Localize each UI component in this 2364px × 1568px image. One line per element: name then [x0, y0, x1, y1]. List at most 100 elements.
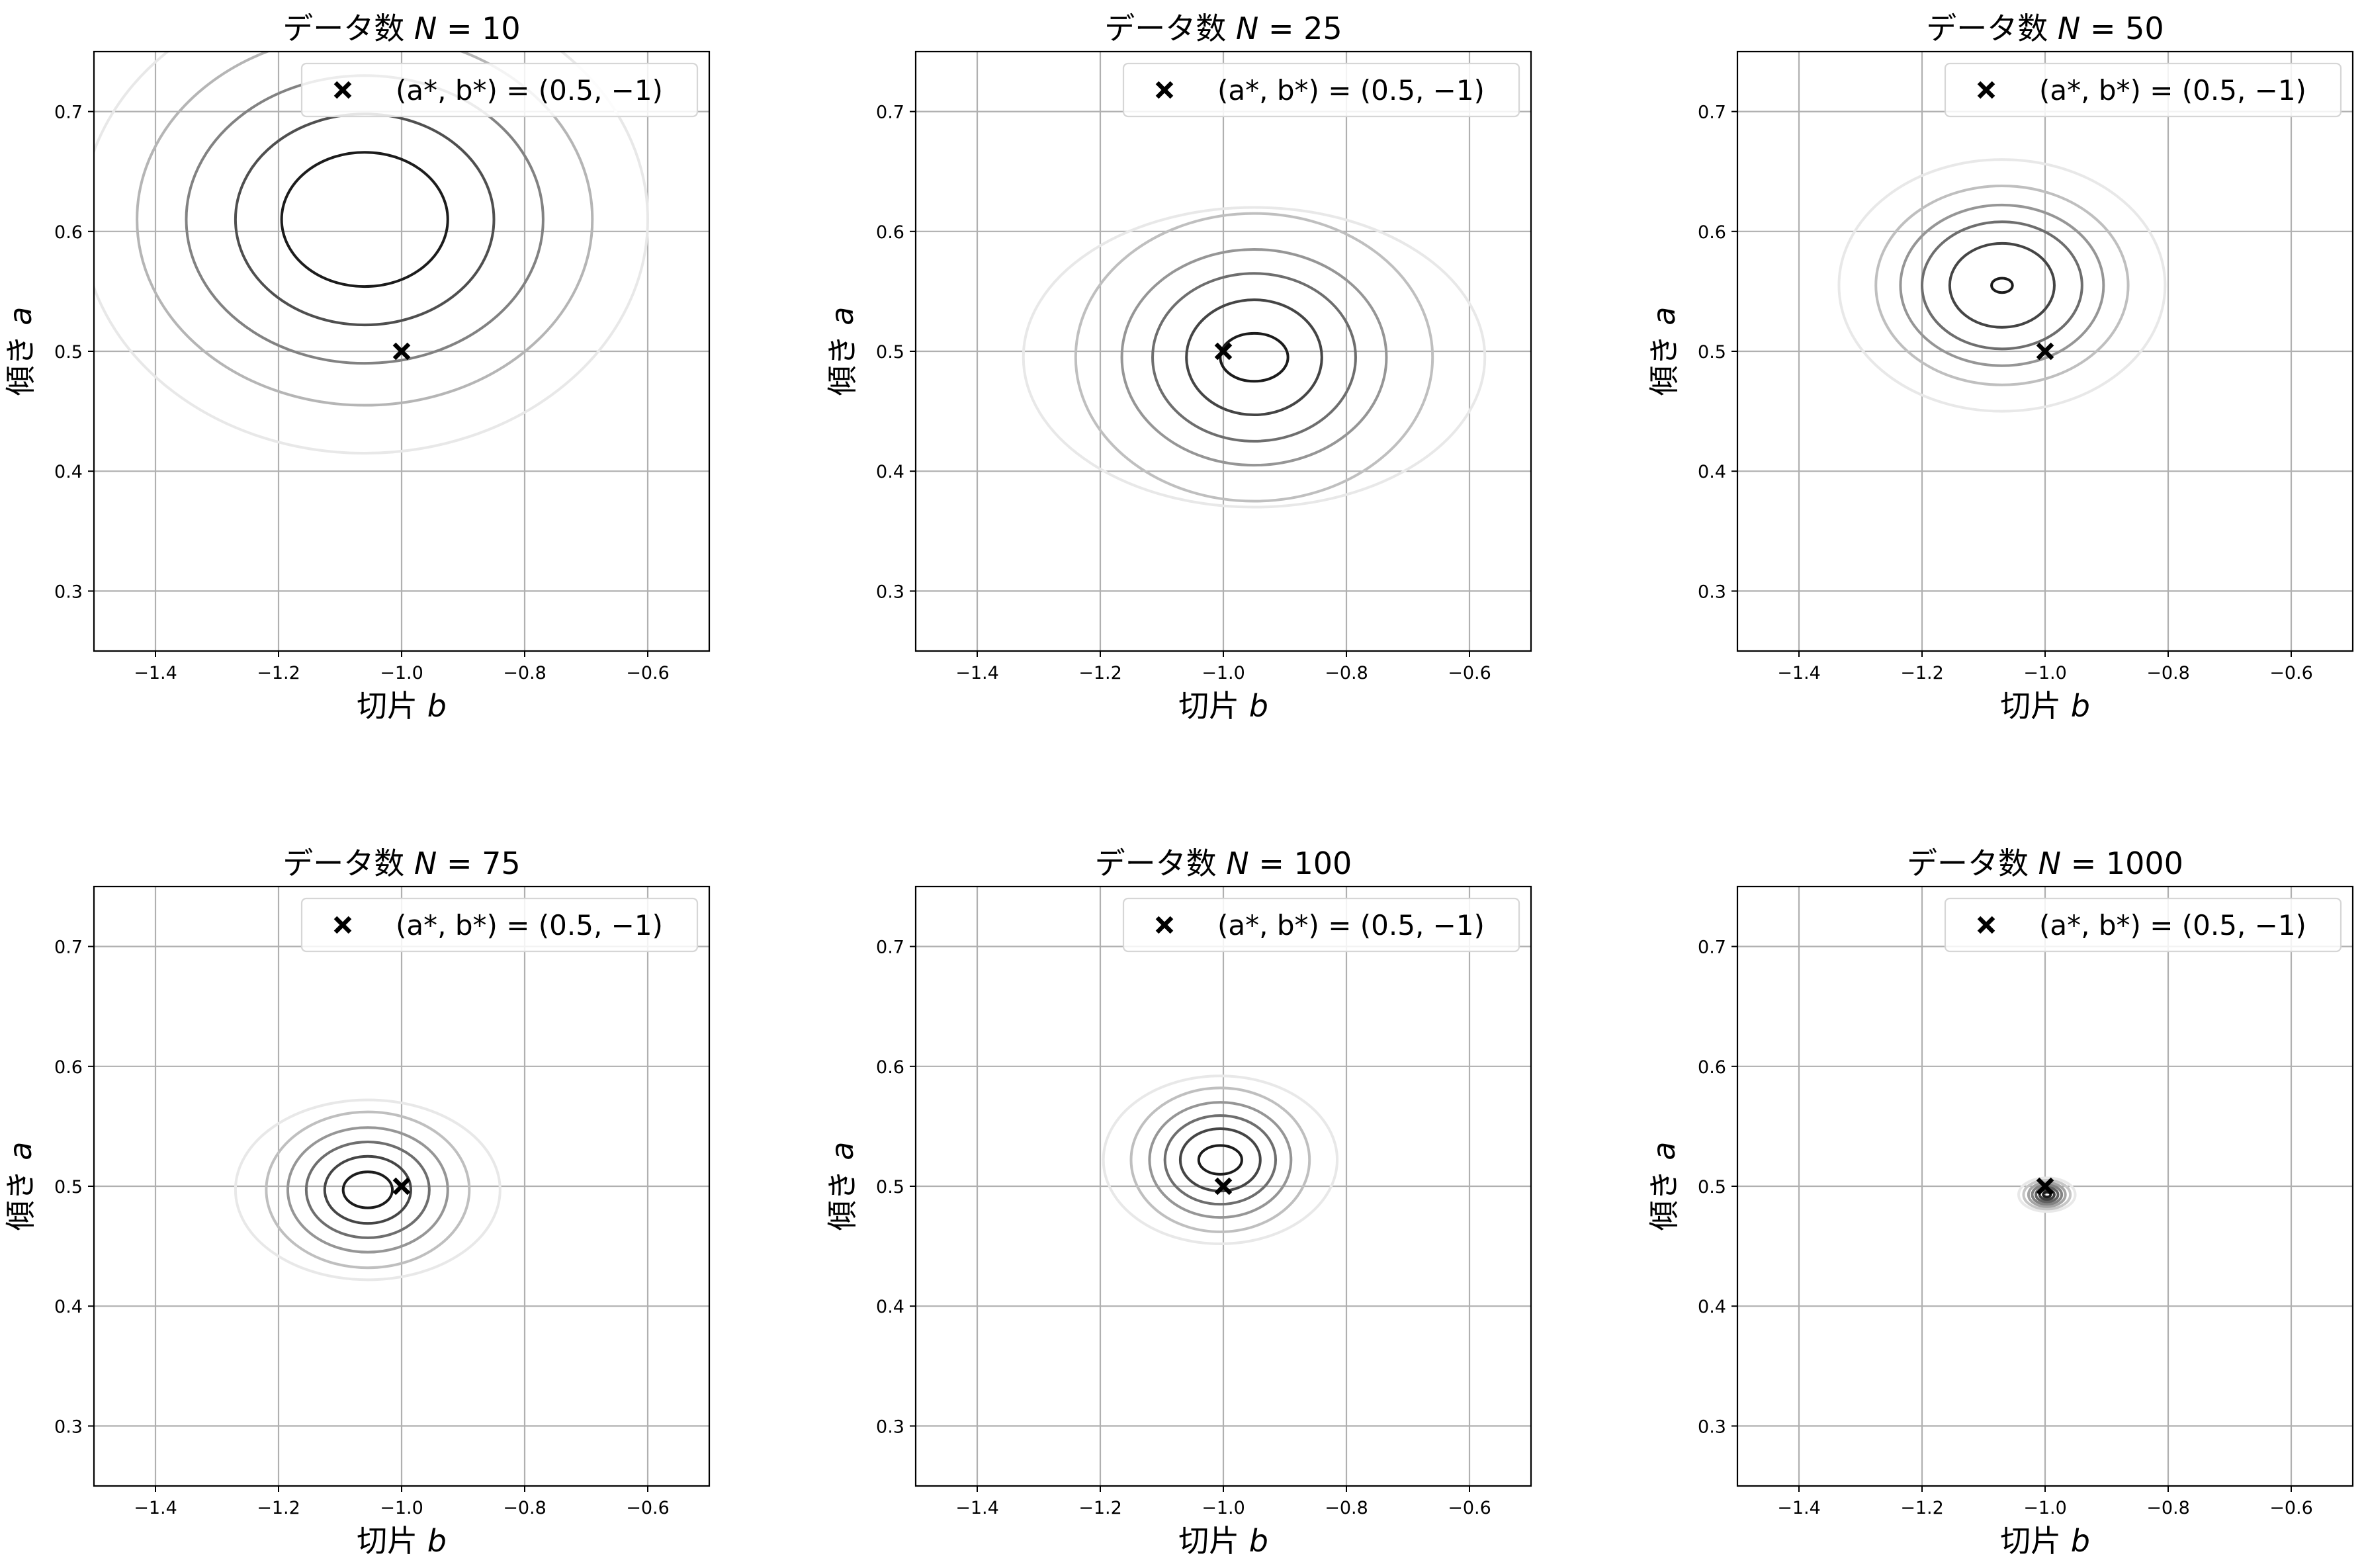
- contour-level: [2022, 1178, 2072, 1211]
- subplot-1: −1.4 −1.2 −1.0 −0.8 −0.6 0.3 0.4 0.5 0.6 0.7 データ数 …: [3, 11, 711, 724]
- contour-level: [304, 1140, 431, 1239]
- title-var: N: [2038, 846, 2061, 881]
- title-var: N: [414, 846, 437, 881]
- legend: (a*, b*) = (0.5, −1): [1944, 897, 2342, 953]
- legend-label: (a*, b*) = (0.5, −1): [396, 74, 663, 107]
- y-tick-label: 0.7: [1698, 937, 1726, 958]
- legend-marker: [1977, 81, 1995, 99]
- y-tick-label: 0.4: [876, 1297, 904, 1317]
- x-tick-label: −1.0: [1202, 1498, 1245, 1518]
- y-axis-label-var: a: [1646, 307, 1682, 326]
- x-tick-label: −1.4: [134, 1498, 177, 1518]
- contour-set: [1837, 158, 2167, 413]
- contour-level: [265, 1110, 471, 1270]
- contour-level: [94, 52, 649, 455]
- x-axis-label: 切片 b: [357, 1523, 447, 1559]
- y-tick-label: 0.5: [1698, 342, 1726, 363]
- contour-level: [1148, 1101, 1293, 1219]
- legend-marker: [333, 81, 352, 99]
- legend: (a*, b*) = (0.5, −1): [1944, 62, 2342, 118]
- title-prefix: データ数: [1907, 846, 2029, 881]
- y-axis-label: 傾き a: [824, 307, 860, 396]
- contour-level: [286, 1126, 449, 1254]
- y-axis-label: 傾き a: [3, 307, 38, 396]
- y-axis-label-var: a: [824, 1142, 860, 1160]
- subplot-3: −1.4 −1.2 −1.0 −0.8 −0.6 0.3 0.4 0.5 0.6 0.7 データ数 …: [1646, 11, 2354, 724]
- subplot-4: −1.4 −1.2 −1.0 −0.8 −0.6 0.3 0.4 0.5 0.6 0.7 データ数 …: [3, 846, 711, 1559]
- contour-level: [1197, 1144, 1243, 1176]
- y-axis-label-text: 傾き: [824, 1170, 860, 1231]
- legend: (a*, b*) = (0.5, −1): [1122, 62, 1520, 118]
- y-tick-label: 0.3: [876, 582, 904, 602]
- x-tick-label: −1.0: [2023, 1498, 2067, 1518]
- y-tick-label: 0.3: [1698, 582, 1726, 602]
- x-tick-label: −1.0: [1202, 663, 1245, 683]
- true-point-marker: [2036, 342, 2054, 361]
- contour-level: [1120, 247, 1388, 467]
- legend-box: [300, 62, 699, 118]
- legend: (a*, b*) = (0.5, −1): [300, 62, 699, 118]
- x-tick-label: −1.4: [955, 1498, 999, 1518]
- panel-title: データ数 N = 10: [283, 11, 520, 46]
- contour-level: [1022, 206, 1487, 509]
- legend-label: (a*, b*) = (0.5, −1): [2039, 74, 2306, 107]
- x-axis-label-var: b: [1249, 688, 1268, 724]
- title-prefix: データ数: [283, 11, 404, 46]
- x-axis-label: 切片 b: [2000, 1523, 2090, 1559]
- x-tick-label: −1.4: [1777, 1498, 1821, 1518]
- y-tick-label: 0.4: [1698, 1297, 1726, 1317]
- x-tick-label: −0.6: [626, 663, 670, 683]
- x-tick-label: −1.4: [1777, 663, 1821, 683]
- x-tick-label: −1.2: [1900, 663, 1944, 683]
- x-axis-label: 切片 b: [2000, 688, 2090, 724]
- x-axis-label-text: 切片: [357, 1523, 417, 1559]
- legend-box: [1944, 897, 2342, 953]
- legend-marker: [1155, 81, 1174, 99]
- x-axis-label: 切片 b: [357, 688, 447, 724]
- x-tick-label: −1.0: [2023, 663, 2067, 683]
- x-axis-label: 切片 b: [1178, 688, 1268, 724]
- x-tick-label: −0.8: [2146, 663, 2190, 683]
- contour-set: [234, 1098, 502, 1282]
- y-tick-label: 0.7: [54, 937, 83, 958]
- subplot-5: −1.4 −1.2 −1.0 −0.8 −0.6 0.3 0.4 0.5 0.6 0.7 データ数 …: [824, 846, 1532, 1559]
- y-tick-label: 0.5: [54, 342, 83, 363]
- x-axis-label-var: b: [427, 688, 447, 724]
- contour-level: [1102, 1074, 1339, 1245]
- x-tick-label: −0.8: [503, 663, 547, 683]
- title-prefix: データ数: [1926, 11, 2048, 46]
- true-point-marker: [392, 342, 411, 361]
- legend: (a*, b*) = (0.5, −1): [300, 897, 699, 953]
- x-axis-label: 切片 b: [1178, 1523, 1268, 1559]
- x-tick-label: −1.2: [1078, 1498, 1122, 1518]
- y-tick-label: 0.4: [54, 1297, 83, 1317]
- y-axis-label: 傾き a: [1646, 1142, 1682, 1231]
- y-axis-label-var: a: [824, 307, 860, 326]
- x-axis-label-var: b: [2071, 688, 2090, 724]
- x-tick-label: −1.4: [134, 663, 177, 683]
- y-axis-label: 傾き a: [824, 1142, 860, 1231]
- y-tick-label: 0.7: [1698, 103, 1726, 123]
- legend-box: [1122, 897, 1520, 953]
- y-tick-label: 0.5: [876, 342, 904, 363]
- title-prefix: データ数: [1095, 846, 1217, 881]
- legend-label: (a*, b*) = (0.5, −1): [2039, 909, 2306, 941]
- x-tick-label: −1.2: [1900, 1498, 1944, 1518]
- y-axis-label: 傾き a: [1646, 307, 1682, 396]
- x-axis-label-text: 切片: [1178, 688, 1239, 724]
- contour-level: [234, 112, 496, 327]
- y-axis-label-text: 傾き: [3, 335, 38, 396]
- y-tick-label: 0.3: [876, 1416, 904, 1437]
- y-axis-label-text: 傾き: [824, 335, 860, 396]
- y-tick-label: 0.6: [1698, 222, 1726, 243]
- x-axis-label-var: b: [427, 1523, 447, 1559]
- title-n: 50: [2125, 11, 2164, 46]
- contour-set: [1022, 206, 1487, 509]
- y-tick-label: 0.3: [1698, 1416, 1726, 1437]
- y-tick-label: 0.7: [876, 937, 904, 958]
- contour-level: [185, 74, 545, 365]
- x-tick-label: −0.8: [2146, 1498, 2190, 1518]
- y-tick-label: 0.3: [54, 582, 83, 602]
- contour-set: [1102, 1074, 1339, 1245]
